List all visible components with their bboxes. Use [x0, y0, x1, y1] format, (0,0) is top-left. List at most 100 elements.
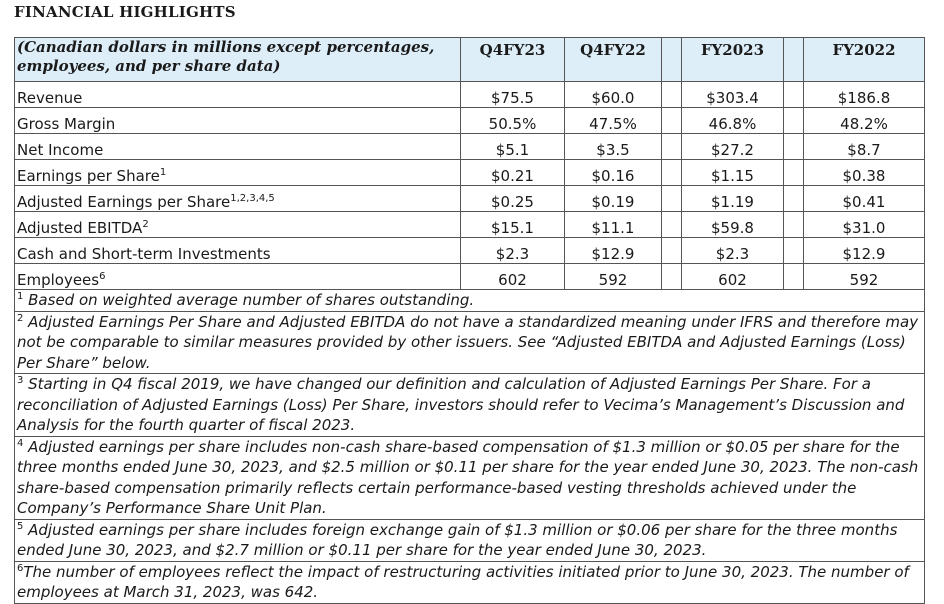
- value-cell: 46.8%: [681, 107, 784, 134]
- table-row: Revenue $75.5 $60.0 $303.4 $186.8: [14, 81, 925, 108]
- row-label-text: Revenue: [17, 89, 83, 107]
- row-label: Employees6: [14, 263, 461, 290]
- value-cell: $31.0: [803, 211, 925, 238]
- footnote-text: The number of employees reflect the impa…: [17, 562, 909, 602]
- footnote: 2 Adjusted Earnings Per Share and Adjust…: [14, 310, 925, 374]
- value-cell: $5.1: [460, 133, 565, 160]
- row-label: Net Income: [14, 133, 461, 160]
- table-row: Earnings per Share1 $0.21 $0.16 $1.15 $0.38: [14, 159, 925, 186]
- row-label-text: Earnings per Share: [17, 167, 160, 185]
- value-cell: 50.5%: [460, 107, 565, 134]
- value-cell: $0.41: [803, 185, 925, 212]
- spacer-cell: [783, 81, 804, 108]
- footnote-reference: 1: [159, 167, 167, 178]
- spacer-cell: [661, 185, 682, 212]
- footnote-marker: 6: [17, 562, 24, 574]
- value-cell: $15.1: [460, 211, 565, 238]
- value-cell: $2.3: [681, 237, 784, 264]
- value-cell: $303.4: [681, 81, 784, 108]
- table-row: Net Income $5.1 $3.5 $27.2 $8.7: [14, 133, 925, 160]
- spacer-cell: [661, 159, 682, 186]
- row-label-text: Gross Margin: [17, 115, 116, 133]
- footnote-marker: 1: [17, 291, 24, 302]
- footnote-row: 4 Adjusted earnings per share includes n…: [14, 435, 925, 520]
- table-row: Adjusted EBITDA2 $15.1 $11.1 $59.8 $31.0: [14, 211, 925, 238]
- row-label: Adjusted EBITDA2: [14, 211, 461, 238]
- value-cell: 592: [803, 263, 925, 290]
- header-label: (Canadian dollars in millions except per…: [14, 37, 461, 82]
- column-header-q4fy23: Q4FY23: [460, 37, 565, 82]
- value-cell: $1.15: [681, 159, 784, 186]
- value-cell: $0.19: [564, 185, 662, 212]
- value-cell: $75.5: [460, 81, 565, 108]
- footnote-reference: 1,2,3,4,5: [230, 193, 275, 204]
- footnote-row: 1 Based on weighted average number of sh…: [14, 289, 925, 312]
- table-row: Gross Margin 50.5% 47.5% 46.8% 48.2%: [14, 107, 925, 134]
- footnote-text: Adjusted earnings per share includes non…: [17, 437, 919, 518]
- table-row: Employees6 602 592 602 592: [14, 263, 925, 290]
- row-label: Revenue: [14, 81, 461, 108]
- row-label-text: Net Income: [17, 141, 104, 159]
- value-cell: $0.16: [564, 159, 662, 186]
- spacer-cell: [661, 107, 682, 134]
- footnote: 4 Adjusted earnings per share includes n…: [14, 435, 925, 520]
- footnote: 5 Adjusted earnings per share includes f…: [14, 518, 925, 562]
- spacer-cell: [783, 263, 804, 290]
- spacer-cell: [783, 37, 804, 82]
- value-cell: $27.2: [681, 133, 784, 160]
- value-cell: 602: [681, 263, 784, 290]
- value-cell: $0.25: [460, 185, 565, 212]
- row-label-text: Employees: [17, 271, 100, 289]
- value-cell: 48.2%: [803, 107, 925, 134]
- row-label: Cash and Short-term Investments: [14, 237, 461, 264]
- footnote-marker: 2: [17, 312, 24, 324]
- value-cell: $1.19: [681, 185, 784, 212]
- footnote-marker: 3: [17, 375, 24, 386]
- footnote-text: Based on weighted average number of shar…: [23, 291, 475, 309]
- column-header-fy2023: FY2023: [681, 37, 784, 82]
- value-cell: $0.21: [460, 159, 565, 186]
- row-label-text: Adjusted EBITDA: [17, 219, 143, 237]
- value-cell: $59.8: [681, 211, 784, 238]
- spacer-cell: [661, 263, 682, 290]
- value-cell: $3.5: [564, 133, 662, 160]
- spacer-cell: [661, 37, 682, 82]
- footnote-text: Adjusted Earnings Per Share and Adjusted…: [17, 312, 919, 372]
- row-label-text: Adjusted Earnings per Share: [17, 193, 231, 211]
- spacer-cell: [783, 211, 804, 238]
- value-cell: $60.0: [564, 81, 662, 108]
- footnote-row: 6The number of employees reflect the imp…: [14, 560, 925, 604]
- spacer-cell: [783, 237, 804, 264]
- table-header-row: (Canadian dollars in millions except per…: [14, 37, 925, 82]
- footnote: 3 Starting in Q4 fiscal 2019, we have ch…: [14, 373, 925, 437]
- table-row: Cash and Short-term Investments $2.3 $12.9…: [14, 237, 925, 264]
- row-label: Adjusted Earnings per Share1,2,3,4,5: [14, 185, 461, 212]
- value-cell: $11.1: [564, 211, 662, 238]
- value-cell: $12.9: [564, 237, 662, 264]
- spacer-cell: [661, 211, 682, 238]
- footnote: 1 Based on weighted average number of sh…: [14, 289, 925, 312]
- spacer-cell: [661, 81, 682, 108]
- column-header-fy2022: FY2022: [803, 37, 925, 82]
- spacer-cell: [783, 107, 804, 134]
- value-cell: $12.9: [803, 237, 925, 264]
- footnote-row: 2 Adjusted Earnings Per Share and Adjust…: [14, 310, 925, 374]
- spacer-cell: [661, 133, 682, 160]
- value-cell: 47.5%: [564, 107, 662, 134]
- spacer-cell: [661, 237, 682, 264]
- spacer-cell: [783, 185, 804, 212]
- footnote-row: 5 Adjusted earnings per share includes f…: [14, 518, 925, 562]
- table-row: Adjusted Earnings per Share1,2,3,4,5 $0.2…: [14, 185, 925, 212]
- footnote-marker: 4: [17, 437, 24, 449]
- value-cell: $0.38: [803, 159, 925, 186]
- financial-highlights-table: (Canadian dollars in millions except per…: [14, 37, 925, 604]
- page-title: FINANCIAL HIGHLIGHTS: [14, 3, 236, 21]
- footnote-text: Adjusted earnings per share includes for…: [17, 520, 898, 560]
- value-cell: 602: [460, 263, 565, 290]
- footnote-row: 3 Starting in Q4 fiscal 2019, we have ch…: [14, 373, 925, 437]
- footnote-reference: 6: [99, 271, 106, 282]
- footnote-reference: 2: [142, 219, 149, 230]
- footnote-marker: 5: [17, 520, 24, 532]
- column-header-q4fy22: Q4FY22: [564, 37, 662, 82]
- spacer-cell: [783, 133, 804, 160]
